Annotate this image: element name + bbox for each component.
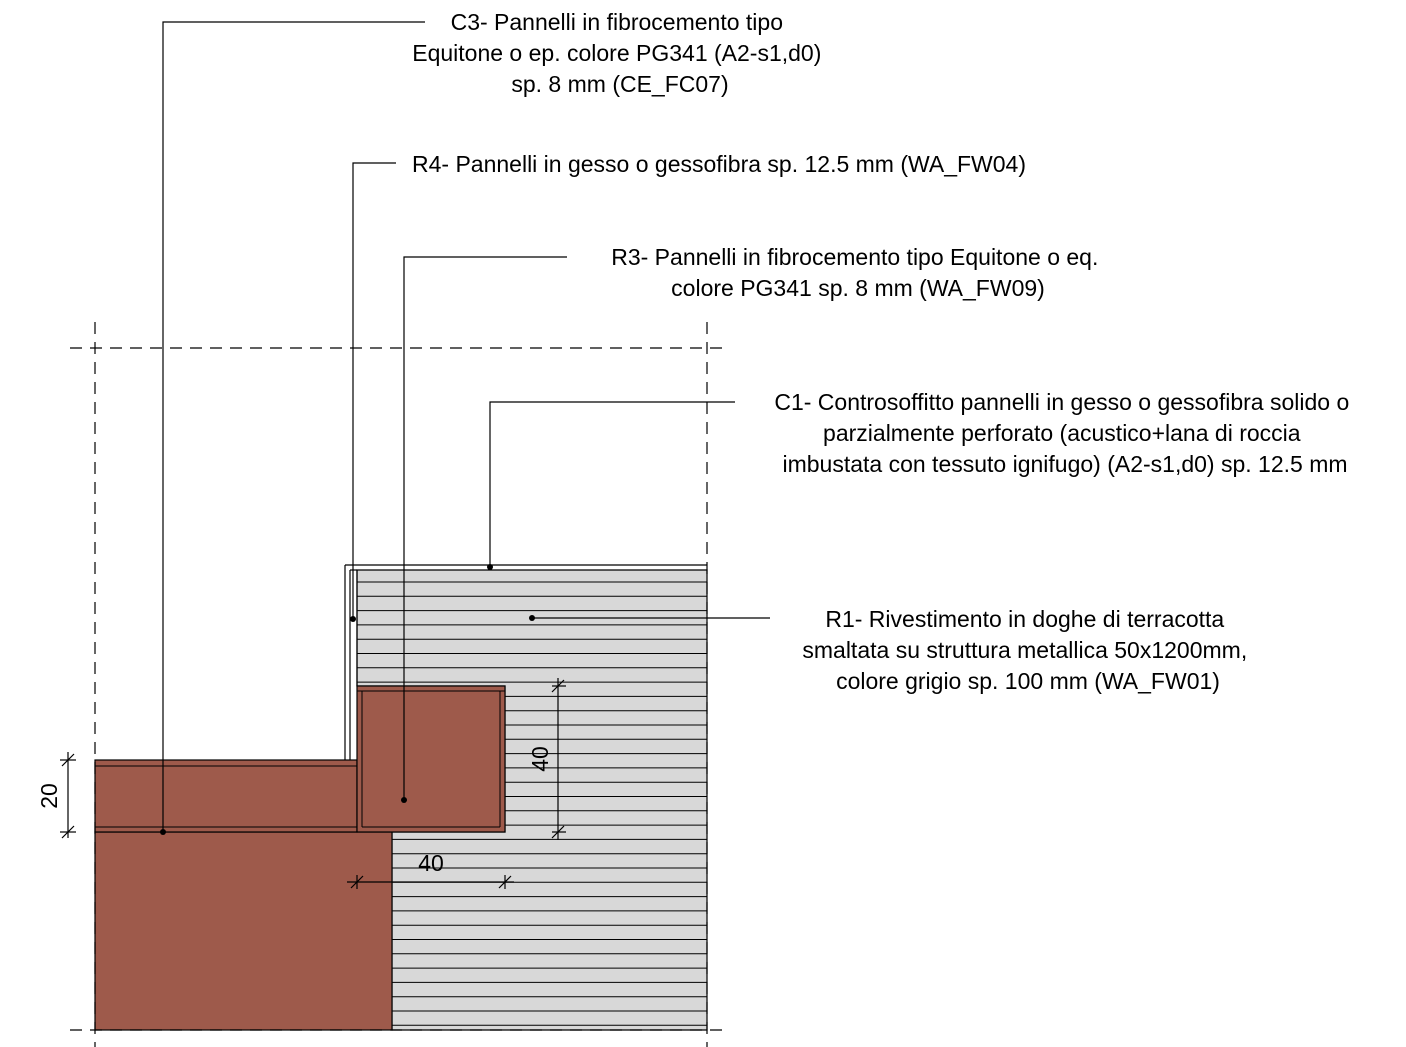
label-c3-line-2: Equitone o ep. colore PG341 (A2-s1,d0): [412, 40, 821, 66]
label-c3: C3- Pannelli in fibrocemento tipo Equito…: [412, 9, 828, 97]
label-r3-line-2: colore PG341 sp. 8 mm (WA_FW09): [671, 275, 1045, 301]
red-block-r3: [356, 685, 506, 833]
label-r1-line-3: colore grigio sp. 100 mm (WA_FW01): [836, 668, 1220, 694]
red-structure: [94, 685, 506, 1031]
label-c1-line-1: C1- Controsoffitto pannelli in gesso o g…: [774, 389, 1349, 415]
ceiling-panel-c1: [345, 564, 707, 571]
label-r4-line-1: R4- Pannelli in gesso o gessofibra sp. 1…: [412, 151, 1026, 177]
label-c3-line-1: C3- Pannelli in fibrocemento tipo: [451, 9, 783, 35]
dashed-reference-lines: [70, 322, 730, 1047]
dimension-right-vertical: 40: [527, 746, 553, 772]
label-r4: R4- Pannelli in gesso o gessofibra sp. 1…: [412, 151, 1026, 177]
label-c1: C1- Controsoffitto pannelli in gesso o g…: [774, 389, 1355, 477]
red-block-lower: [94, 831, 393, 1031]
dimension-left-vertical: 20: [36, 783, 62, 809]
gypsum-panel-r4: [344, 565, 358, 760]
label-c3-line-3: sp. 8 mm (CE_FC07): [511, 71, 728, 97]
leader-c3: [162, 21, 425, 832]
label-r3: R3- Pannelli in fibrocemento tipo Equito…: [611, 244, 1105, 301]
label-r1-line-2: smaltata su struttura metallica 50x1200m…: [802, 637, 1247, 663]
red-beam-c3-layer: [94, 759, 358, 833]
terracotta-cladding-r1: [356, 569, 708, 1031]
leader-c1: [489, 401, 735, 567]
leader-r3: [403, 256, 567, 800]
label-r1: R1- Rivestimento in doghe di terracotta …: [802, 606, 1253, 694]
label-r3-line-1: R3- Pannelli in fibrocemento tipo Equito…: [611, 244, 1098, 270]
leader-lines: [162, 21, 770, 832]
leader-dots: [160, 564, 535, 835]
label-r1-line-1: R1- Rivestimento in doghe di terracotta: [825, 606, 1224, 632]
label-c1-line-2: parzialmente perforato (acustico+lana di…: [823, 420, 1301, 446]
label-c1-line-3: imbustata con tessuto ignifugo) (A2-s1,d…: [782, 451, 1347, 477]
leader-r4: [352, 162, 396, 618]
dimension-bottom-horizontal: 40: [418, 850, 444, 876]
dimension-lines: [60, 678, 566, 889]
